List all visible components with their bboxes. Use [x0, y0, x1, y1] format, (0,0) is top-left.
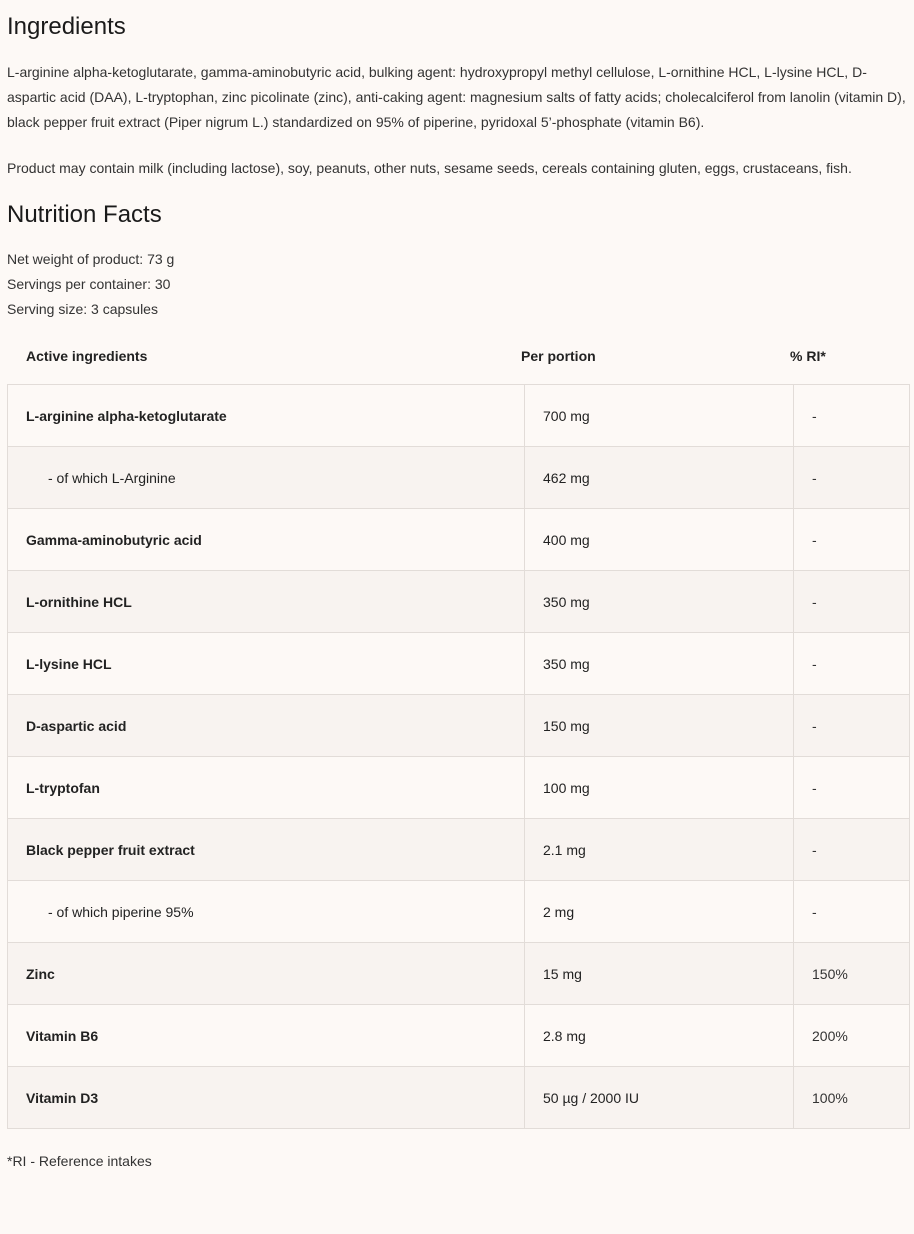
ri-value: - [793, 818, 910, 881]
table-row: L-arginine alpha-ketoglutarate 700 mg - [7, 384, 910, 447]
table-row: - of which piperine 95% 2 mg - [7, 880, 910, 943]
per-portion-value: 2.8 mg [524, 1004, 794, 1067]
ingredient-name: - of which L-Arginine [7, 446, 525, 509]
ri-value: - [793, 570, 910, 633]
ri-value: 150% [793, 942, 910, 1005]
per-portion-value: 50 µg / 2000 IU [524, 1066, 794, 1129]
per-portion-value: 462 mg [524, 446, 794, 509]
net-weight: Net weight of product: 73 g [7, 251, 175, 267]
footnote: *RI - Reference intakes [7, 1153, 152, 1169]
product-facts: Net weight of product: 73 g Servings per… [7, 247, 907, 322]
header-per-portion: Per portion [521, 348, 596, 364]
ri-value: - [793, 384, 910, 447]
ingredient-name: L-lysine HCL [7, 632, 525, 695]
table-row: Zinc 15 mg 150% [7, 942, 910, 1005]
table-row: L-tryptofan 100 mg - [7, 756, 910, 819]
ingredient-name: L-arginine alpha-ketoglutarate [7, 384, 525, 447]
ri-value: - [793, 756, 910, 819]
per-portion-value: 2.1 mg [524, 818, 794, 881]
allergens-text: Product may contain milk (including lact… [7, 160, 852, 176]
per-portion-value: 350 mg [524, 570, 794, 633]
servings-per-container: Servings per container: 30 [7, 276, 171, 292]
table-row: Vitamin B6 2.8 mg 200% [7, 1004, 910, 1067]
header-active-ingredients: Active ingredients [26, 348, 148, 364]
ingredient-name: Zinc [7, 942, 525, 1005]
ri-value: 100% [793, 1066, 910, 1129]
per-portion-value: 2 mg [524, 880, 794, 943]
table-row: L-lysine HCL 350 mg - [7, 632, 910, 695]
table-row: - of which L-Arginine 462 mg - [7, 446, 910, 509]
per-portion-value: 100 mg [524, 756, 794, 819]
table-row: Black pepper fruit extract 2.1 mg - [7, 818, 910, 881]
ingredient-name: Gamma-aminobutyric acid [7, 508, 525, 571]
ri-value: - [793, 508, 910, 571]
ingredient-name: L-tryptofan [7, 756, 525, 819]
table-row: Vitamin D3 50 µg / 2000 IU 100% [7, 1066, 910, 1129]
per-portion-value: 350 mg [524, 632, 794, 695]
table-header: Active ingredients Per portion % RI* [7, 328, 907, 384]
header-ri: % RI* [790, 348, 826, 364]
ri-value: - [793, 880, 910, 943]
serving-size: Serving size: 3 capsules [7, 301, 158, 317]
table-row: Gamma-aminobutyric acid 400 mg - [7, 508, 910, 571]
per-portion-value: 700 mg [524, 384, 794, 447]
table-row: D-aspartic acid 150 mg - [7, 694, 910, 757]
per-portion-value: 400 mg [524, 508, 794, 571]
per-portion-value: 15 mg [524, 942, 794, 1005]
ingredients-title: Ingredients [7, 13, 126, 40]
ingredient-name: Vitamin B6 [7, 1004, 525, 1067]
table-row: L-ornithine HCL 350 mg - [7, 570, 910, 633]
ri-value: - [793, 446, 910, 509]
ingredient-name: L-ornithine HCL [7, 570, 525, 633]
per-portion-value: 150 mg [524, 694, 794, 757]
ingredients-text: L-arginine alpha-ketoglutarate, gamma-am… [7, 64, 906, 130]
nutrition-title: Nutrition Facts [7, 201, 162, 228]
ingredient-name: D-aspartic acid [7, 694, 525, 757]
ri-value: - [793, 632, 910, 695]
ri-value: - [793, 694, 910, 757]
ingredient-name: Vitamin D3 [7, 1066, 525, 1129]
ingredient-name: Black pepper fruit extract [7, 818, 525, 881]
ri-value: 200% [793, 1004, 910, 1067]
nutrition-table: L-arginine alpha-ketoglutarate 700 mg - - o… [7, 384, 910, 1129]
ingredient-name: - of which piperine 95% [7, 880, 525, 943]
